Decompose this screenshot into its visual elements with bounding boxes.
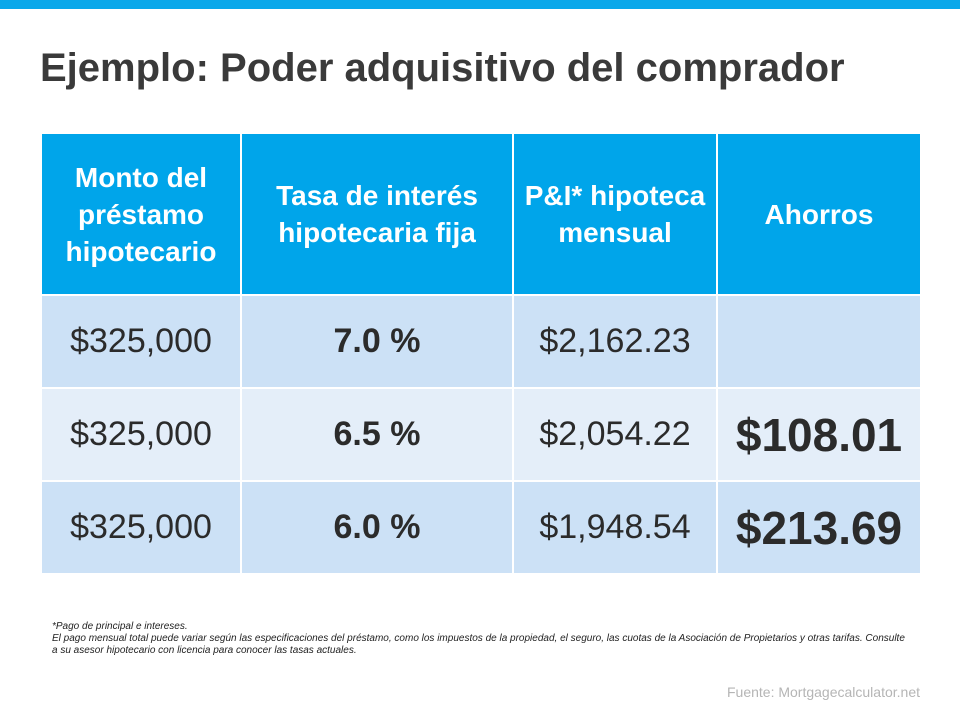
payment-cell: $1,948.54 — [512, 480, 718, 575]
rate-cell: 6.5 % — [240, 387, 514, 482]
header-loan-amount: Monto del préstamo hipotecario — [40, 132, 242, 296]
source-credit: Fuente: Mortgagecalculator.net — [726, 684, 920, 700]
table-row: $325,000 6.5 % $2,054.22 $108.01 — [40, 387, 922, 482]
rate-cell: 6.0 % — [240, 480, 514, 575]
page-title: Ejemplo: Poder adquisitivo del comprador — [40, 46, 845, 90]
savings-cell: $108.01 — [716, 387, 922, 482]
loan-amount-cell: $325,000 — [40, 387, 242, 482]
top-accent-bar — [0, 0, 960, 9]
table-header-row: Monto del préstamo hipotecario Tasa de i… — [40, 132, 922, 296]
header-fixed-rate: Tasa de interés hipotecaria fija — [240, 132, 514, 296]
footnote-disclaimer: El pago mensual total puede variar según… — [52, 633, 905, 656]
buying-power-table: Monto del préstamo hipotecario Tasa de i… — [40, 132, 922, 575]
table-row: $325,000 7.0 % $2,162.23 — [40, 294, 922, 389]
savings-cell — [716, 294, 922, 389]
header-monthly-payment: P&I* hipoteca mensual — [512, 132, 718, 296]
loan-amount-cell: $325,000 — [40, 294, 242, 389]
footnote-asterisk-note: *Pago de principal e intereses. — [52, 621, 188, 632]
payment-cell: $2,054.22 — [512, 387, 718, 482]
loan-amount-cell: $325,000 — [40, 480, 242, 575]
payment-cell: $2,162.23 — [512, 294, 718, 389]
table-row: $325,000 6.0 % $1,948.54 $213.69 — [40, 480, 922, 575]
header-savings: Ahorros — [716, 132, 922, 296]
footnote: *Pago de principal e intereses. El pago … — [52, 621, 912, 657]
savings-cell: $213.69 — [716, 480, 922, 575]
rate-cell: 7.0 % — [240, 294, 514, 389]
